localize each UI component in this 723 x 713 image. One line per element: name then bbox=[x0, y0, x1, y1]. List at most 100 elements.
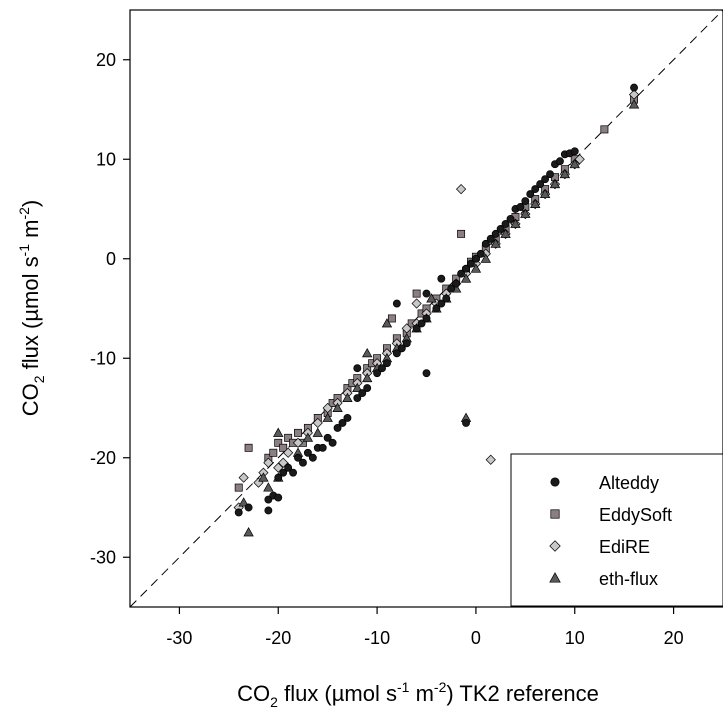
data-point-eddysoft bbox=[387, 314, 396, 323]
data-point-eddysoft bbox=[234, 483, 243, 492]
data-point-alteddy bbox=[630, 83, 639, 92]
data-point-alteddy bbox=[496, 224, 505, 233]
legend-label: Alteddy bbox=[599, 473, 659, 493]
y-tick-label: -30 bbox=[90, 547, 116, 567]
data-point-eddysoft bbox=[279, 443, 288, 452]
data-point-edire bbox=[292, 437, 304, 448]
data-point-eddysoft bbox=[600, 125, 609, 134]
data-point-alteddy bbox=[333, 423, 342, 432]
data-point-alteddy bbox=[536, 180, 545, 189]
x-tick-label: 0 bbox=[471, 628, 481, 648]
data-points-layer bbox=[233, 83, 640, 537]
data-point-eth-flux bbox=[322, 412, 333, 422]
data-point-alteddy bbox=[457, 269, 466, 278]
data-point-eth-flux bbox=[460, 273, 472, 283]
data-point-alteddy bbox=[234, 508, 243, 517]
y-tick-label: 20 bbox=[96, 50, 116, 70]
y-tick-label: 10 bbox=[96, 149, 116, 169]
data-point-edire bbox=[322, 402, 333, 414]
data-point-alteddy bbox=[294, 453, 302, 462]
x-tick-label: 10 bbox=[565, 628, 585, 648]
data-point-alteddy bbox=[491, 229, 500, 238]
data-point-alteddy bbox=[383, 359, 391, 368]
data-point-eddysoft bbox=[269, 448, 278, 457]
data-point-alteddy bbox=[328, 438, 337, 447]
data-point-alteddy bbox=[392, 349, 401, 358]
data-point-edire bbox=[312, 417, 323, 429]
data-point-alteddy bbox=[343, 414, 352, 422]
legend-label: EddySoft bbox=[599, 505, 672, 525]
data-point-alteddy bbox=[506, 214, 515, 223]
data-point-alteddy bbox=[467, 259, 475, 268]
data-point-edire bbox=[238, 472, 249, 483]
data-point-eth-flux bbox=[480, 253, 491, 263]
data-point-alteddy bbox=[531, 185, 540, 194]
data-point-alteddy bbox=[432, 304, 441, 313]
data-point-alteddy bbox=[338, 418, 347, 427]
data-point-eth-flux bbox=[258, 472, 269, 482]
data-point-alteddy bbox=[353, 364, 362, 373]
data-point-alteddy bbox=[363, 384, 372, 393]
y-tick-label: -20 bbox=[90, 448, 116, 468]
y-axis: -30 -20 -10 0 10 20 bbox=[90, 50, 130, 567]
data-point-eddysoft bbox=[412, 289, 421, 298]
data-point-eth-flux bbox=[510, 218, 521, 228]
plot-frame bbox=[129, 9, 723, 608]
data-point-alteddy bbox=[412, 324, 421, 333]
data-point-eddysoft bbox=[457, 229, 466, 238]
data-point-eth-flux bbox=[470, 263, 482, 273]
data-point-eth-flux bbox=[362, 372, 373, 383]
legend-marker bbox=[550, 509, 560, 519]
data-point-alteddy bbox=[555, 157, 564, 166]
data-point-alteddy bbox=[323, 433, 332, 442]
data-point-alteddy bbox=[442, 294, 451, 303]
data-point-eth-flux bbox=[238, 497, 249, 507]
data-point-alteddy bbox=[397, 344, 406, 353]
data-point-eth-flux bbox=[569, 158, 580, 169]
data-point-alteddy bbox=[402, 339, 411, 348]
data-point-alteddy bbox=[422, 369, 431, 378]
y-tick-label: -10 bbox=[90, 348, 116, 368]
data-point-eth-flux bbox=[549, 178, 561, 189]
x-tick-label: -20 bbox=[265, 628, 291, 648]
data-point-eth-flux bbox=[559, 168, 571, 179]
data-point-edire bbox=[455, 184, 467, 195]
x-tick-label: -10 bbox=[364, 628, 390, 648]
legend-label: EdiRE bbox=[599, 537, 650, 557]
data-point-alteddy bbox=[516, 203, 525, 211]
data-point-edire bbox=[411, 298, 422, 309]
data-point-alteddy bbox=[279, 468, 288, 477]
data-point-alteddy bbox=[422, 289, 431, 298]
data-point-alteddy bbox=[244, 503, 253, 512]
data-point-alteddy bbox=[264, 506, 273, 515]
data-point-edire bbox=[574, 154, 585, 165]
data-point-alteddy bbox=[358, 389, 367, 398]
data-point-alteddy bbox=[437, 274, 446, 283]
data-point-alteddy bbox=[471, 254, 480, 263]
data-point-eth-flux bbox=[530, 198, 541, 208]
data-point-edire bbox=[263, 457, 274, 468]
x-tick-label: -30 bbox=[166, 628, 192, 648]
data-point-alteddy bbox=[392, 299, 401, 308]
data-point-alteddy bbox=[299, 458, 307, 467]
data-point-eddysoft bbox=[284, 433, 293, 442]
y-tick-label: 0 bbox=[106, 249, 116, 269]
data-point-alteddy bbox=[308, 453, 317, 462]
data-point-alteddy bbox=[541, 175, 550, 184]
data-point-alteddy bbox=[417, 319, 426, 328]
data-point-alteddy bbox=[447, 284, 456, 293]
data-point-eth-flux bbox=[520, 208, 531, 218]
data-point-alteddy bbox=[422, 314, 431, 323]
data-point-alteddy bbox=[284, 463, 293, 472]
legend-box bbox=[510, 453, 723, 607]
data-point-alteddy bbox=[274, 473, 283, 482]
legend-marker bbox=[550, 477, 560, 487]
x-axis-title: CO2 flux (µmol s-1 m-2) TK2 reference bbox=[237, 679, 599, 710]
plot-area bbox=[129, 9, 723, 608]
data-point-alteddy bbox=[274, 493, 283, 502]
data-point-alteddy bbox=[476, 249, 485, 258]
data-point-alteddy bbox=[462, 418, 470, 427]
data-point-alteddy bbox=[546, 170, 554, 179]
data-point-eth-flux bbox=[628, 99, 640, 109]
data-point-eth-flux bbox=[243, 527, 254, 537]
